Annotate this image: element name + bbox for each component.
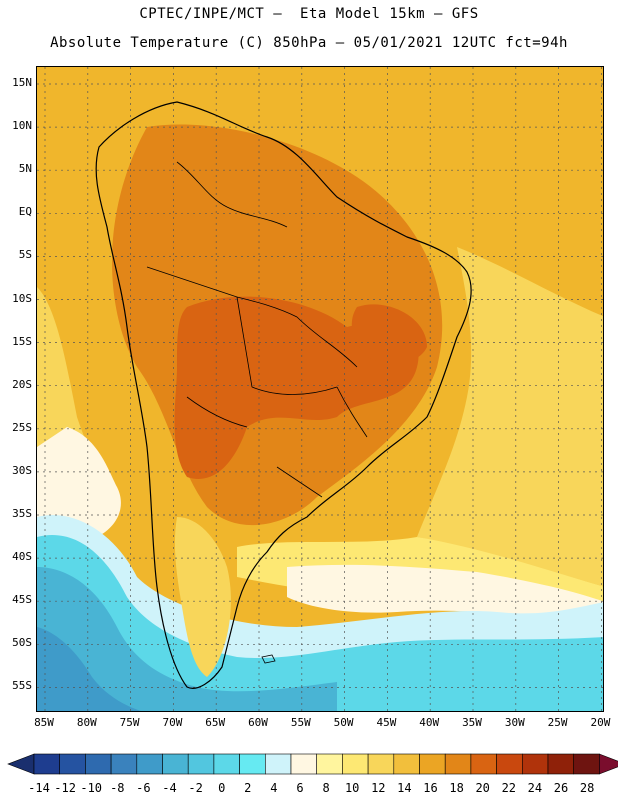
- lon-label: 80W: [76, 716, 97, 729]
- temperature-map: [37, 67, 603, 711]
- lat-label: 30S: [12, 463, 32, 477]
- colorbar-segment: [316, 753, 343, 775]
- colorbar-segment: [290, 753, 318, 775]
- field-cream: [37, 427, 121, 537]
- colorbar-segment: [367, 753, 395, 775]
- lat-label: 45S: [12, 593, 32, 607]
- field-hotter-2: [351, 304, 427, 364]
- lon-label: 25W: [547, 716, 568, 729]
- colorbar-segment: [136, 753, 163, 775]
- lat-label: EQ: [18, 205, 32, 219]
- lat-label: 25S: [12, 420, 32, 434]
- colorbar-label: 0: [218, 781, 226, 795]
- colorbar-label: 28: [579, 781, 595, 795]
- colorbar-segment: [496, 753, 523, 775]
- colorbar-segment: [521, 753, 549, 775]
- colorbar-segment: [444, 753, 472, 775]
- colorbar-label: 24: [527, 781, 543, 795]
- colorbar-label: 4: [270, 781, 278, 795]
- colorbar-label: 12: [371, 781, 386, 795]
- colorbar-over-arrow: [599, 753, 618, 775]
- colorbar-label: 2: [244, 781, 252, 795]
- colorbar-segment: [59, 753, 86, 775]
- lon-label: 20W: [590, 716, 611, 729]
- field-cold-deep: [37, 627, 141, 711]
- colorbar-label: 26: [553, 781, 569, 795]
- lon-label: 70W: [162, 716, 183, 729]
- colorbar-label: 8: [322, 781, 330, 795]
- colorbar-label: -2: [188, 781, 203, 795]
- lon-label: 55W: [290, 716, 311, 729]
- colorbar-segment: [547, 753, 575, 775]
- colorbar-segment: [264, 753, 292, 775]
- colorbar-segment: [187, 753, 215, 775]
- lon-label: 60W: [248, 716, 268, 729]
- title-line-1: CPTEC/INPE/MCT — Eta Model 15km — GFS: [139, 6, 479, 22]
- lon-label: 85W: [34, 716, 54, 729]
- lat-lon-grid: [37, 67, 603, 711]
- field-cold-cyan: [37, 535, 603, 711]
- colorbar-segment: [33, 753, 61, 775]
- lon-label: 65W: [205, 716, 226, 729]
- lat-label: 15N: [12, 76, 32, 89]
- colorbar-label: -8: [110, 781, 125, 795]
- colorbar-segment: [419, 753, 446, 775]
- lon-label: 35W: [462, 716, 482, 729]
- lon-label: 50W: [333, 716, 354, 729]
- lat-label: 15S: [12, 334, 32, 348]
- lat-label: 10S: [12, 291, 32, 305]
- lon-label: 45W: [376, 716, 397, 729]
- colorbar-label: -6: [136, 781, 151, 795]
- field-warm-patagonia: [174, 517, 231, 677]
- colorbar-segment: [213, 753, 240, 775]
- colorbar-label: 6: [296, 781, 304, 795]
- colorbar-segment: [573, 753, 600, 775]
- colorbar: [7, 753, 618, 775]
- lat-label: 5N: [18, 162, 32, 176]
- colorbar-label: -10: [80, 781, 103, 795]
- colorbar-label: 20: [475, 781, 490, 795]
- lat-label: 35S: [12, 507, 32, 520]
- falkland-islands: [261, 654, 276, 664]
- colorbar-label: -4: [162, 781, 177, 795]
- colorbar-under-arrow: [7, 753, 35, 775]
- field-cold-mid: [37, 567, 337, 711]
- colorbar-segment: [393, 753, 420, 775]
- colorbar-label: 22: [501, 781, 517, 795]
- lon-label: 75W: [119, 716, 140, 729]
- colorbar-segment: [162, 753, 189, 775]
- lat-label: 50S: [12, 636, 32, 650]
- colorbar-label: -14: [28, 781, 50, 795]
- colorbar-segment: [110, 753, 138, 775]
- lat-label: 20S: [12, 377, 32, 391]
- colorbar-label: 14: [397, 781, 412, 795]
- south-america-outline: [95, 101, 472, 689]
- lon-label: 40W: [419, 716, 440, 729]
- colorbar-label: -12: [54, 781, 76, 795]
- lon-label: 30W: [504, 716, 525, 729]
- colorbar-segment: [342, 753, 369, 775]
- lat-label: 55S: [12, 679, 32, 693]
- map-panel: [36, 66, 604, 712]
- colorbar-segment: [239, 753, 266, 775]
- title-line-2: Absolute Temperature (C) 850hPa — 05/01/…: [50, 35, 568, 51]
- country-border: [146, 161, 368, 498]
- colorbar-segment: [85, 753, 112, 775]
- colorbar-segment: [470, 753, 497, 775]
- colorbar-label: 18: [449, 781, 464, 795]
- field-cream-2: [287, 564, 603, 627]
- lat-label: 5S: [18, 248, 32, 262]
- field-mild: [417, 247, 603, 587]
- lat-label: 10N: [12, 119, 32, 133]
- lat-label: 40S: [12, 550, 32, 564]
- colorbar-label: 10: [344, 781, 360, 795]
- colorbar-label: 16: [423, 781, 438, 795]
